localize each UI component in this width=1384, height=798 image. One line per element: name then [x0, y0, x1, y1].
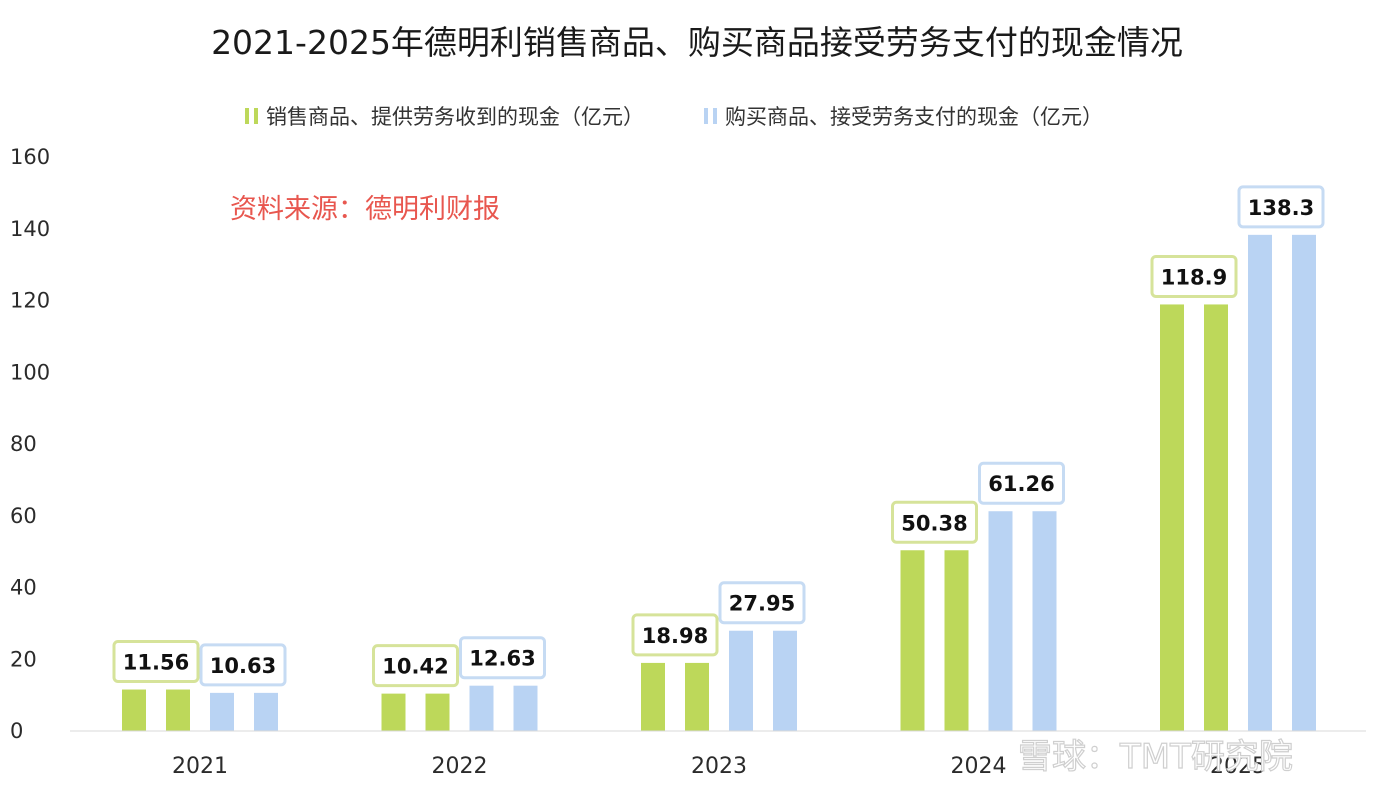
legend-item-purchase[interactable]: 购买商品、接受劳务支付的现金（亿元） [704, 105, 1103, 129]
data-label: 18.98 [642, 624, 708, 648]
x-tick-label: 2022 [432, 754, 488, 779]
bar-purchase-2022 [513, 685, 538, 731]
watermark: 雪球：TMT研究院 [1018, 737, 1293, 777]
data-label-box [631, 613, 719, 657]
bar-purchase-2024 [1032, 511, 1057, 731]
data-label: 10.42 [382, 655, 448, 679]
x-axis: 2021 2022 2023 2024 2025 [172, 754, 1266, 779]
data-label: 61.26 [988, 472, 1054, 496]
data-label-box [372, 644, 459, 688]
bar-purchase-2022 [469, 685, 494, 731]
bar-sales-2024 [900, 550, 925, 731]
legend: 销售商品、提供劳务收到的现金（亿元） 购买商品、接受劳务支付的现金（亿元） [245, 105, 1103, 129]
data-label-box [1150, 254, 1238, 298]
bar-purchase-2023 [729, 630, 753, 731]
data-label: 118.9 [1161, 265, 1227, 289]
data-label: 11.56 [123, 651, 189, 675]
data-label: 10.63 [210, 654, 276, 678]
y-tick-label: 0 [10, 719, 23, 743]
x-tick-label: 2024 [951, 754, 1007, 779]
data-label-box [112, 640, 200, 684]
data-label-box [978, 461, 1065, 505]
legend-item-sales[interactable]: 销售商品、提供劳务收到的现金（亿元） [245, 105, 644, 129]
data-label: 12.63 [469, 647, 535, 671]
bar-sales-2025 [1204, 304, 1228, 731]
source-note: 资料来源：德明利财报 [230, 194, 500, 225]
legend-swatch-sales-b [254, 108, 258, 124]
legend-swatch-sales-a [245, 108, 249, 124]
y-tick-label: 20 [10, 647, 37, 671]
x-tick-label: 2023 [691, 754, 747, 779]
bar-sales-2025 [1160, 304, 1184, 731]
bar-sales-2022 [425, 693, 450, 731]
bar-sales-2023 [641, 662, 665, 731]
legend-swatch-purchase-a [704, 108, 708, 124]
data-label-box [199, 643, 287, 687]
bar-sales-2023 [685, 662, 709, 731]
y-axis: 0 20 40 60 80 100 120 140 160 [10, 145, 50, 743]
bar-purchase-2025 [1248, 234, 1272, 731]
legend-swatch-purchase-b [713, 108, 717, 124]
y-tick-label: 40 [10, 576, 37, 600]
data-label: 27.95 [729, 592, 795, 616]
data-label: 50.38 [901, 511, 967, 535]
data-label-box [459, 636, 546, 680]
x-tick-label: 2025 [1210, 754, 1266, 779]
chart-title: 2021-2025年德明利销售商品、购买商品接受劳务支付的现金情况 [211, 23, 1183, 62]
bar-purchase-2021 [254, 692, 278, 731]
data-label-box [891, 500, 978, 544]
bar-purchase-2023 [773, 630, 797, 731]
y-tick-label: 140 [10, 217, 50, 241]
bar-sales-2022 [381, 693, 406, 731]
y-tick-label: 80 [10, 432, 37, 456]
data-labels: 11.56 10.63 10.42 12.63 18.98 27.95 50.38 61.26… [112, 185, 1325, 688]
y-tick-label: 160 [10, 145, 50, 169]
data-label-box [718, 581, 806, 625]
y-tick-label: 60 [10, 504, 37, 528]
y-tick-label: 120 [10, 289, 50, 313]
data-label: 138.3 [1248, 196, 1314, 220]
y-tick-label: 100 [10, 360, 50, 384]
legend-label-sales: 销售商品、提供劳务收到的现金（亿元） [266, 105, 644, 129]
bar-purchase-2024 [988, 511, 1013, 731]
data-label-box [1237, 185, 1325, 229]
bar-sales-2024 [944, 550, 969, 731]
bar-sales-2021 [166, 689, 190, 731]
bar-purchase-2025 [1292, 234, 1316, 731]
bars [122, 234, 1316, 731]
bar-purchase-2021 [210, 692, 234, 731]
x-tick-label: 2021 [172, 754, 228, 779]
legend-label-purchase: 购买商品、接受劳务支付的现金（亿元） [725, 105, 1103, 129]
bar-sales-2021 [122, 689, 146, 731]
